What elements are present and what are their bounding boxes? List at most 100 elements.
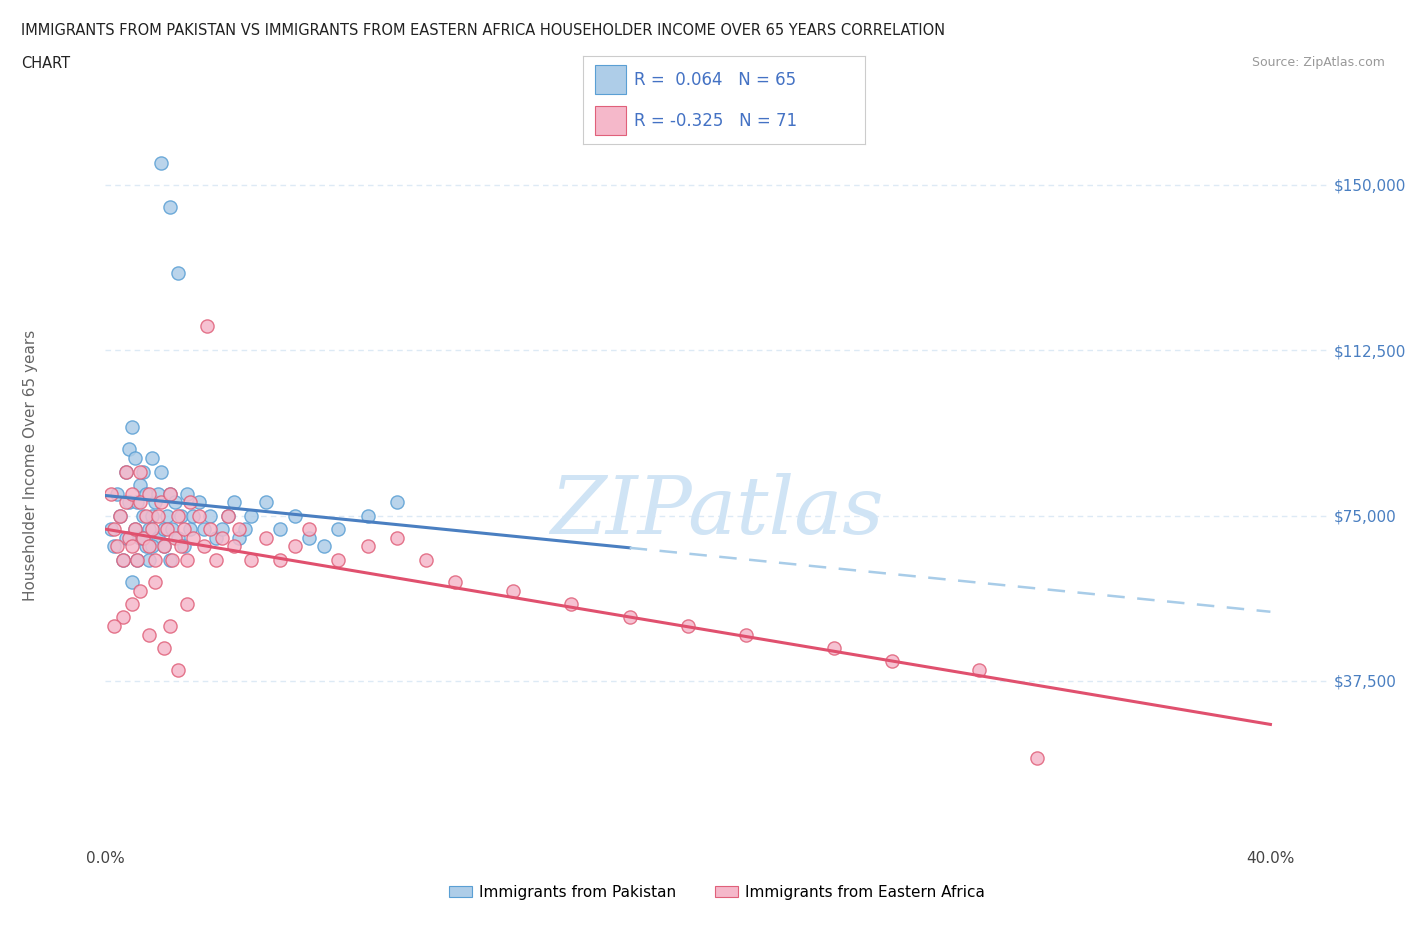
Point [108,508,131,523]
Point [173,539,195,554]
Point [135,508,157,523]
Point [211,530,233,545]
Point [149,495,172,510]
Point [619,609,641,624]
Point [159,618,181,633]
Point [115,464,138,479]
Legend: Immigrants from Pakistan, Immigrants from Eastern Africa: Immigrants from Pakistan, Immigrants fro… [443,879,991,906]
Point [254,530,277,545]
Point [735,627,758,642]
Text: CHART: CHART [21,56,70,71]
Point [124,522,146,537]
Point [156,522,179,537]
Text: IMMIGRANTS FROM PAKISTAN VS IMMIGRANTS FROM EASTERN AFRICA HOUSEHOLDER INCOME OV: IMMIGRANTS FROM PAKISTAN VS IMMIGRANTS F… [21,23,945,38]
Point [269,552,291,567]
Point [880,654,903,669]
Point [111,552,134,567]
Point [100,486,122,501]
Point [444,575,467,590]
Point [167,508,190,523]
Point [284,508,307,523]
Point [197,319,219,334]
Point [132,530,155,545]
Point [240,508,263,523]
Point [179,522,201,537]
Point [115,530,138,545]
Point [159,486,181,501]
Point [132,508,155,523]
Point [129,583,152,598]
Point [108,508,131,523]
Point [222,495,245,510]
Point [328,522,350,537]
Point [254,495,277,510]
Point [118,442,141,457]
Point [138,539,160,554]
Point [121,575,143,590]
Point [141,539,163,554]
Point [105,486,128,501]
Point [111,552,134,567]
Point [159,200,181,215]
Point [298,530,321,545]
Point [141,522,163,537]
Point [193,522,215,537]
Text: Source: ZipAtlas.com: Source: ZipAtlas.com [1251,56,1385,69]
Point [222,539,245,554]
Point [121,539,143,554]
Point [152,522,174,537]
Point [170,539,193,554]
Point [103,618,125,633]
Point [138,552,160,567]
Point [141,508,163,523]
Point [162,522,184,537]
Point [115,464,138,479]
Point [143,552,166,567]
Point [173,522,195,537]
Point [121,486,143,501]
Text: ZIPatlas: ZIPatlas [550,472,884,551]
Point [129,464,152,479]
Point [187,495,209,510]
Point [149,155,172,170]
Point [165,530,187,545]
Point [138,522,160,537]
Point [127,552,149,567]
Point [100,522,122,537]
Point [217,508,239,523]
Point [165,495,187,510]
Point [162,552,184,567]
Text: Householder Income Over 65 years: Householder Income Over 65 years [24,329,38,601]
Point [149,464,172,479]
Point [1026,751,1049,765]
Point [132,530,155,545]
Point [676,618,699,633]
Point [146,508,169,523]
Point [135,539,157,554]
Point [240,552,263,567]
Point [823,641,845,656]
Point [181,508,204,523]
Point [187,508,209,523]
Point [298,522,321,537]
Point [111,609,134,624]
Point [193,539,215,554]
Point [121,420,143,435]
Point [143,495,166,510]
Point [385,495,408,510]
Point [118,530,141,545]
Point [159,486,181,501]
Point [181,530,204,545]
Point [269,522,291,537]
Point [170,508,193,523]
Point [176,552,198,567]
Point [105,539,128,554]
Point [124,451,146,466]
Point [129,477,152,492]
Point [159,552,181,567]
Point [356,508,378,523]
Point [415,552,437,567]
Point [502,583,524,598]
Point [152,641,174,656]
Point [121,596,143,611]
